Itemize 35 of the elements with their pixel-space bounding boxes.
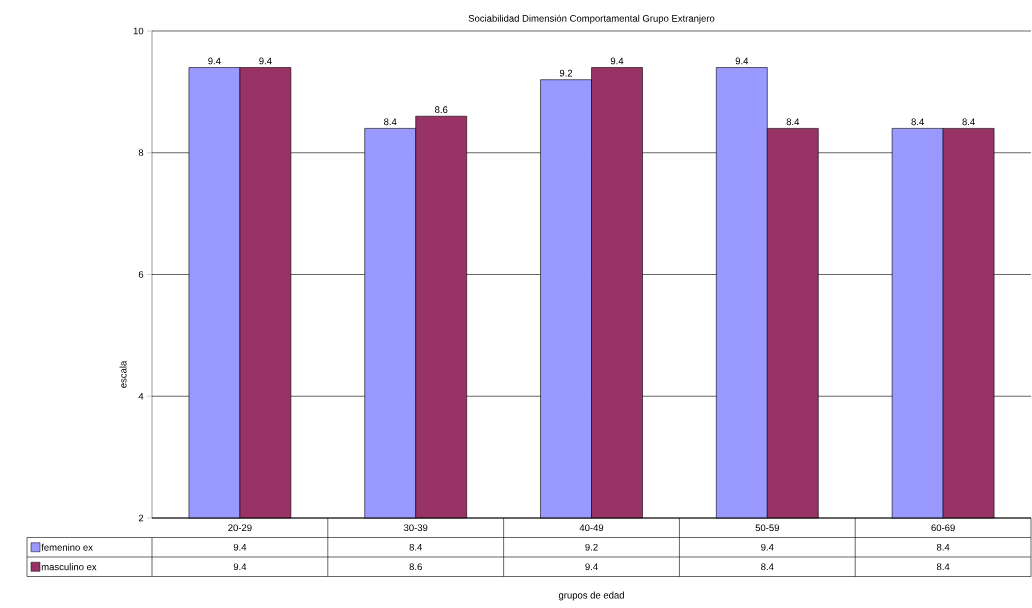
text: 9.2	[585, 543, 598, 551]
chart-title: Sociabilidad Dimensión Comportamental Grupo Extranjero	[468, 14, 715, 24]
x-tick-label: 50-59	[755, 524, 779, 532]
data-label: 9.4	[735, 57, 749, 65]
text: 8.6	[409, 563, 422, 571]
y-tick-label: 10	[133, 27, 144, 35]
data-label: 8.4	[384, 118, 397, 126]
x-tick-label: 40-49	[579, 524, 604, 532]
y-tick-label: 4	[138, 392, 144, 400]
text: 9.4	[233, 543, 247, 551]
x-tick-label: 30-39	[403, 524, 428, 532]
data-label: 9.4	[208, 57, 221, 65]
data-label: 9.4	[610, 57, 624, 65]
data-label: 8.6	[435, 106, 448, 114]
legend-label: femenino ex	[41, 543, 93, 551]
data-label: 8.4	[911, 118, 924, 126]
text: 8.4	[936, 543, 950, 551]
y-axis-title: escala	[119, 360, 127, 388]
text: grupos de edad	[558, 591, 624, 601]
x-tick-label: 20-29	[228, 524, 252, 532]
x-tick-label: 60-69	[931, 524, 955, 532]
text: 8.4	[936, 563, 950, 571]
y-tick-label: 2	[138, 514, 144, 522]
y-tick-label: 8	[138, 149, 144, 157]
data-label: 9.4	[259, 57, 272, 65]
text: 9.4	[761, 543, 774, 551]
text: 8.4	[409, 543, 423, 551]
legend-label: masculino ex	[41, 563, 97, 571]
data-label: 8.4	[962, 118, 975, 126]
data-label: 9.2	[559, 69, 573, 77]
text: 9.4	[585, 563, 598, 571]
data-label: 8.4	[786, 118, 800, 126]
text: 8.4	[761, 563, 774, 571]
y-tick-label: 6	[138, 271, 144, 278]
text: 9.4	[233, 563, 247, 571]
